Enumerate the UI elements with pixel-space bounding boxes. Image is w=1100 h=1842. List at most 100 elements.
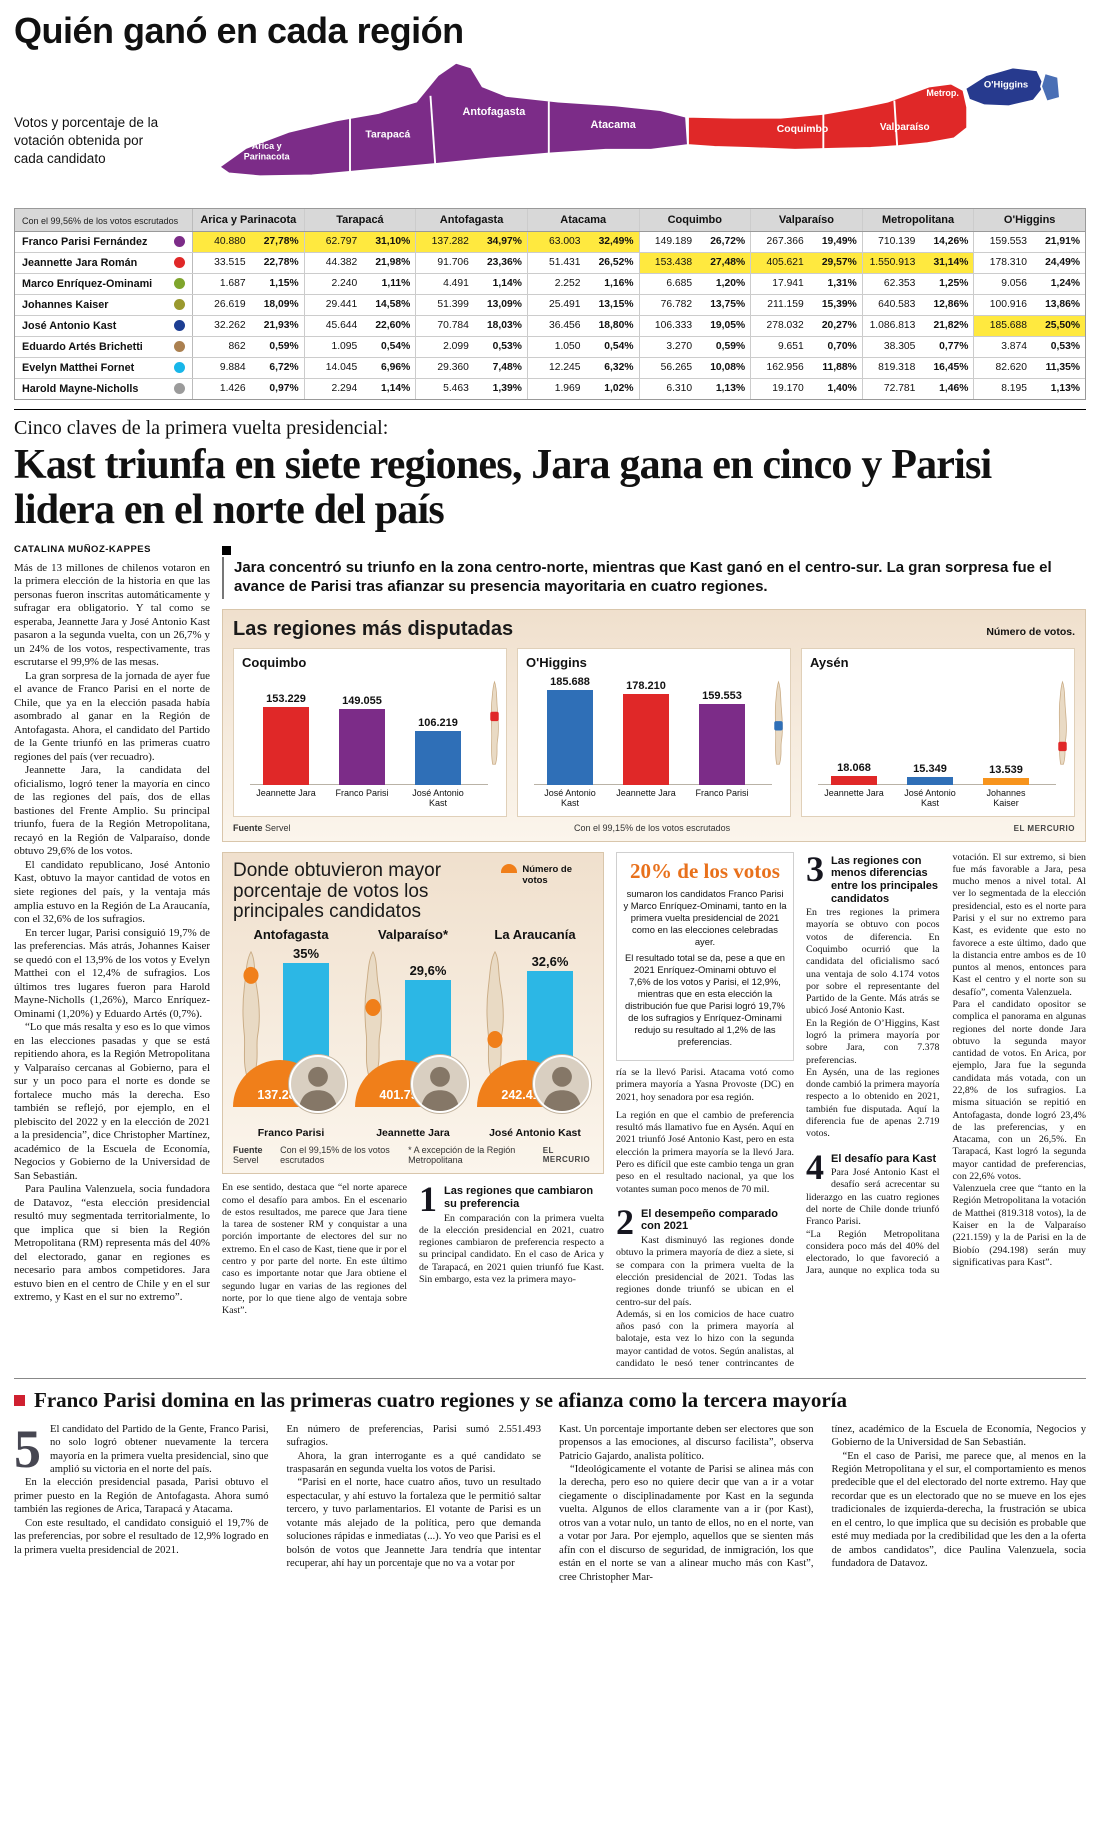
p: 21,98% bbox=[375, 257, 411, 269]
region-cell: 51.399 13,09% bbox=[416, 294, 528, 315]
bar-name: José Antonio Kast bbox=[412, 787, 464, 808]
v: 36.456 bbox=[549, 320, 581, 332]
map-region-label: Antofagasta bbox=[462, 106, 526, 118]
chile-map-silhouette bbox=[486, 951, 504, 1078]
rect bbox=[774, 720, 783, 731]
bar-name: José Antonio Kast bbox=[904, 787, 956, 808]
table-row: José Antonio Kast 32.262 21,93% 45.644 22,60… bbox=[15, 315, 1085, 337]
v: 278.032 bbox=[766, 320, 804, 332]
v: 211.159 bbox=[767, 299, 804, 311]
p: 1,40% bbox=[827, 383, 857, 395]
p: La gran sorpresa de la jornada de ayer f… bbox=[14, 669, 210, 763]
cand-name: Franco Parisi Fernández bbox=[22, 235, 148, 248]
p: 14,26% bbox=[933, 236, 969, 248]
bar-name: Jeannette Jara bbox=[616, 787, 676, 798]
p: La región en que el cambio de preferenci… bbox=[616, 1109, 794, 1195]
region-cell: 91.706 23,36% bbox=[416, 252, 528, 273]
region-cell: 3.874 0,53% bbox=[974, 337, 1085, 357]
region-cell: 710.139 14,26% bbox=[863, 231, 975, 252]
region-cell: 159.553 21,91% bbox=[974, 232, 1085, 252]
p: 20,27% bbox=[821, 320, 857, 332]
disputed-region-panel: Coquimbo 153.229 Jeannette Jara 149.055 Fran… bbox=[233, 647, 507, 817]
map-region-center-red bbox=[687, 82, 969, 151]
region-cell: 2.099 0,53% bbox=[416, 336, 528, 357]
top-percentage-chart: Donde obtuvieron mayor porcentaje de vot… bbox=[222, 851, 604, 1175]
p: 24,49% bbox=[1045, 257, 1080, 269]
v: 6.685 bbox=[666, 278, 693, 290]
v: 29.360 bbox=[437, 362, 469, 374]
v: 819.318 bbox=[878, 362, 916, 374]
v: 14.045 bbox=[325, 362, 358, 374]
winning-region-cell: 1.550.913 31,14% bbox=[862, 252, 975, 273]
region-cell: 1.687 1,15% bbox=[193, 273, 305, 294]
v: 710.139 bbox=[878, 236, 916, 248]
chart2-column: Donde obtuvieron mayor porcentaje de vot… bbox=[222, 851, 604, 1366]
candidate-region-panel: Valparaíso* 29,6% 401.794 Jeannette Jara bbox=[355, 927, 471, 1139]
key-number-2: 2 bbox=[616, 1201, 634, 1242]
v: 106.333 bbox=[654, 320, 693, 332]
p: 0,59% bbox=[715, 341, 746, 353]
region-cell: 76.782 13,75% bbox=[640, 294, 752, 315]
table-region-header: Atacama bbox=[528, 208, 640, 231]
key-number-5: 5 bbox=[14, 1422, 41, 1479]
candidate-photo bbox=[411, 1055, 469, 1114]
table-row: Evelyn Matthei Fornet 9.884 6,72% 14.045 6,9… bbox=[15, 357, 1085, 379]
bars: 18.068 Jeannette Jara 15.349 José Antonio K… bbox=[818, 672, 1056, 812]
region-cell: 25.491 13,15% bbox=[528, 294, 640, 315]
region-cell: 1.050 0,54% bbox=[528, 336, 640, 357]
bottom-text-column: 5 El candidato del Partido de la Gente, F… bbox=[14, 1423, 269, 1795]
p: 10,08% bbox=[710, 362, 746, 374]
v: 44.382 bbox=[325, 257, 358, 269]
p: “Lo que más resalta y eso es lo que vimo… bbox=[14, 1021, 210, 1182]
person-silhouette bbox=[542, 1067, 582, 1112]
bar-name: Franco Parisi bbox=[695, 787, 749, 798]
p: El candidato del Partido de la Gente, Fr… bbox=[50, 1423, 269, 1475]
p: 0,53% bbox=[1050, 341, 1080, 353]
map-region-label: Metrop. bbox=[926, 88, 958, 98]
v: 153.438 bbox=[654, 257, 693, 269]
p: 1,13% bbox=[715, 383, 746, 395]
region-cell: 819.318 16,45% bbox=[863, 357, 975, 378]
v: 76.782 bbox=[660, 299, 693, 311]
table-region-header: Coquimbo bbox=[640, 208, 752, 231]
byline: CATALINA MUÑOZ-KAPPES bbox=[14, 543, 151, 555]
p: 1,02% bbox=[604, 383, 634, 395]
table-row: Franco Parisi Fernández 40.880 27,78% 62.79… bbox=[15, 231, 1085, 253]
v: 1.050 bbox=[554, 341, 581, 353]
bar-column: 185.688 José Antonio Kast bbox=[540, 676, 600, 812]
person-silhouette bbox=[420, 1067, 460, 1112]
v: 62.353 bbox=[883, 278, 916, 290]
t-name: Harold Mayne-Nicholls bbox=[15, 378, 193, 399]
table-region-header: Metropolitana bbox=[863, 208, 975, 231]
v: 1.095 bbox=[331, 341, 358, 353]
map-caption: Votos y porcentaje de la votación obteni… bbox=[14, 114, 159, 167]
chile-map-silhouette bbox=[242, 951, 260, 1078]
winning-region-cell: 405.621 29,57% bbox=[751, 252, 863, 273]
v: 51.399 bbox=[437, 299, 469, 311]
ellipse bbox=[365, 999, 381, 1017]
article-body: CATALINA MUÑOZ-KAPPES Más de 13 millones… bbox=[14, 544, 1086, 1366]
bar-name: Johannes Kaiser bbox=[986, 787, 1026, 808]
p: 19,49% bbox=[821, 236, 857, 248]
v: 9.651 bbox=[777, 341, 804, 353]
t-name: Marco Enríquez-Ominami bbox=[15, 273, 193, 294]
p: Jeannette Jara, la candidata del oficial… bbox=[14, 764, 210, 858]
circle bbox=[552, 1067, 572, 1087]
c2-region: La Araucanía bbox=[494, 927, 576, 943]
p: 23,36% bbox=[486, 257, 522, 269]
p: 6,32% bbox=[604, 362, 634, 374]
bottom-text-column: Kast. Un porcentaje importante deben ser… bbox=[559, 1423, 814, 1795]
bar-column: 15.349 José Antonio Kast bbox=[900, 763, 960, 812]
red-square-bullet bbox=[14, 1394, 25, 1406]
vote-bar bbox=[263, 706, 309, 785]
v: 5.463 bbox=[443, 383, 469, 395]
region-cell: 45.644 22,60% bbox=[305, 315, 417, 336]
region-cell: 4.491 1,14% bbox=[416, 273, 528, 294]
p: 1,15% bbox=[269, 278, 299, 290]
region-cell: 2.240 1,11% bbox=[305, 273, 417, 294]
bottom-columns: 5 El candidato del Partido de la Gente, F… bbox=[14, 1423, 1086, 1795]
vote-bar bbox=[623, 693, 669, 785]
v: 8.195 bbox=[1001, 383, 1027, 395]
